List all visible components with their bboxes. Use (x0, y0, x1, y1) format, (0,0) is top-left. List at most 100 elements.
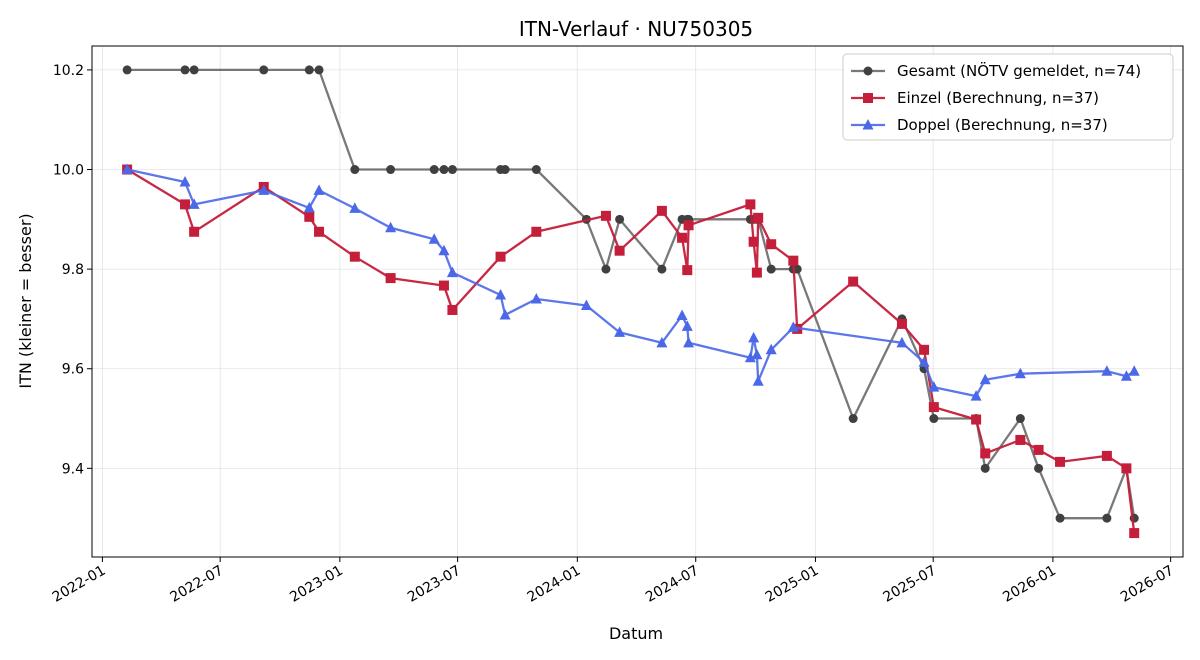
x-tick-label: 2023-07 (405, 563, 464, 606)
series-doppel-point (681, 320, 693, 331)
series-einzel-line (126, 168, 1136, 534)
series-doppel-point (979, 373, 991, 385)
series-einzel-point (896, 318, 907, 329)
series-einzel-point (848, 276, 859, 287)
series-einzel-point (766, 239, 777, 250)
series-einzel-point (385, 273, 396, 284)
series-einzel-point (1101, 450, 1112, 461)
legend-swatch-marker (863, 93, 873, 103)
series-gesamt-point (1015, 414, 1025, 424)
series-doppel-point (1120, 370, 1132, 381)
series-gesamt-point (386, 165, 396, 175)
series-doppel-point (928, 381, 940, 392)
series-doppel-point (918, 356, 930, 367)
x-tick-label: 2025-01 (763, 563, 822, 606)
series-doppel-point (349, 202, 361, 213)
series-einzel-point (600, 210, 611, 221)
series-doppel-point (179, 175, 191, 187)
series-einzel-point (788, 255, 799, 266)
series-gesamt-point (122, 65, 132, 75)
series-doppel-point (614, 326, 626, 337)
series-einzel-point (447, 304, 458, 315)
series-doppel-point (752, 375, 764, 386)
series-einzel (122, 164, 1140, 539)
series-doppel-point (1101, 365, 1113, 376)
series-gesamt-point (429, 165, 439, 175)
series-gesamt-point (1102, 513, 1112, 523)
x-axis-label: Datum (609, 624, 663, 643)
y-tick-label: 10.0 (53, 163, 84, 179)
series-gesamt-point (500, 165, 510, 175)
series-doppel-point (1128, 365, 1140, 376)
legend-item-einzel: Einzel (Berechnung, n=37) (851, 89, 1099, 107)
series-doppel-point (787, 321, 799, 332)
series-gesamt-point (447, 165, 457, 175)
series-doppel-point (495, 289, 507, 300)
plot-frame (91, 45, 1184, 558)
x-axis: 2022-01 2022-07 2023-01 2023-07 2024-01 2024-… (50, 557, 1177, 606)
series-einzel-point (304, 211, 315, 222)
series-einzel-point (1033, 444, 1044, 455)
chart-title: ITN-Verlauf · NU750305 (519, 17, 753, 41)
legend-item-doppel: Doppel (Berechnung, n=37) (851, 116, 1108, 134)
legend-label: Gesamt (NÖTV gemeldet, n=74) (897, 61, 1141, 80)
series-doppel-point (499, 308, 511, 320)
series-doppel-point (580, 299, 592, 310)
series-doppel-point (438, 244, 450, 256)
series-einzel-point (1129, 528, 1140, 539)
legend-item-gesamt: Gesamt (NÖTV gemeldet, n=74) (851, 61, 1141, 80)
legend-label: Einzel (Berechnung, n=37) (897, 89, 1099, 107)
series-einzel-point (495, 251, 506, 262)
series-doppel-point (313, 184, 325, 195)
series-einzel-point (971, 414, 982, 425)
legend-swatch-marker (863, 66, 873, 76)
series-gesamt-point (189, 65, 199, 75)
series-doppel-point (428, 233, 440, 244)
series-gesamt-point (1034, 463, 1044, 473)
y-axis: 9.4 9.6 9.8 10.0 10.2 (53, 63, 92, 477)
x-tick-label: 2023-01 (287, 563, 346, 606)
series-einzel-point (349, 251, 360, 262)
series-einzel-point (180, 199, 191, 210)
series-doppel-point (188, 198, 200, 209)
series-einzel-point (919, 344, 930, 355)
series-einzel-point (531, 226, 542, 237)
x-tick-label: 2022-07 (167, 563, 226, 606)
x-tick-label: 2024-01 (525, 563, 584, 606)
series-doppel-point (751, 348, 763, 360)
series-einzel-point (189, 226, 200, 237)
series-einzel-point (1015, 434, 1026, 445)
series-doppel-point (121, 163, 133, 175)
legend-box (842, 53, 1174, 141)
series-einzel-point (751, 267, 762, 278)
series-einzel-point (314, 226, 325, 237)
series-gesamt-point (531, 165, 541, 175)
series-einzel-point (745, 199, 756, 210)
series-gesamt-point (929, 414, 939, 424)
series-gesamt-point (304, 65, 314, 75)
x-tick-label: 2024-07 (643, 563, 702, 606)
series-einzel-point (677, 232, 688, 243)
series-doppel-point (744, 351, 756, 363)
series-doppel-point (1014, 367, 1026, 379)
series-einzel-point (683, 220, 694, 231)
y-tick-label: 10.2 (53, 63, 84, 79)
series-doppel-line (126, 168, 1135, 398)
series-doppel-point (765, 343, 777, 355)
y-axis-label: ITN (kleiner = besser) (16, 213, 35, 388)
series-einzel-point (928, 402, 939, 413)
series-doppel-point (385, 221, 397, 233)
legend: Gesamt (NÖTV gemeldet, n=74) Einzel (Bere… (842, 53, 1174, 141)
series-doppel-point (683, 336, 695, 348)
series-gesamt-point (601, 264, 611, 274)
series-gesamt-point (180, 65, 190, 75)
grid (92, 46, 1183, 557)
y-tick-label: 9.8 (62, 262, 84, 278)
series-doppel-point (748, 331, 760, 343)
series-doppel-point (970, 390, 982, 401)
y-tick-label: 9.4 (62, 461, 84, 477)
series-gesamt (122, 65, 1139, 523)
series-doppel (121, 163, 1140, 401)
series-einzel-point (748, 236, 759, 247)
series-einzel-point (682, 265, 693, 276)
